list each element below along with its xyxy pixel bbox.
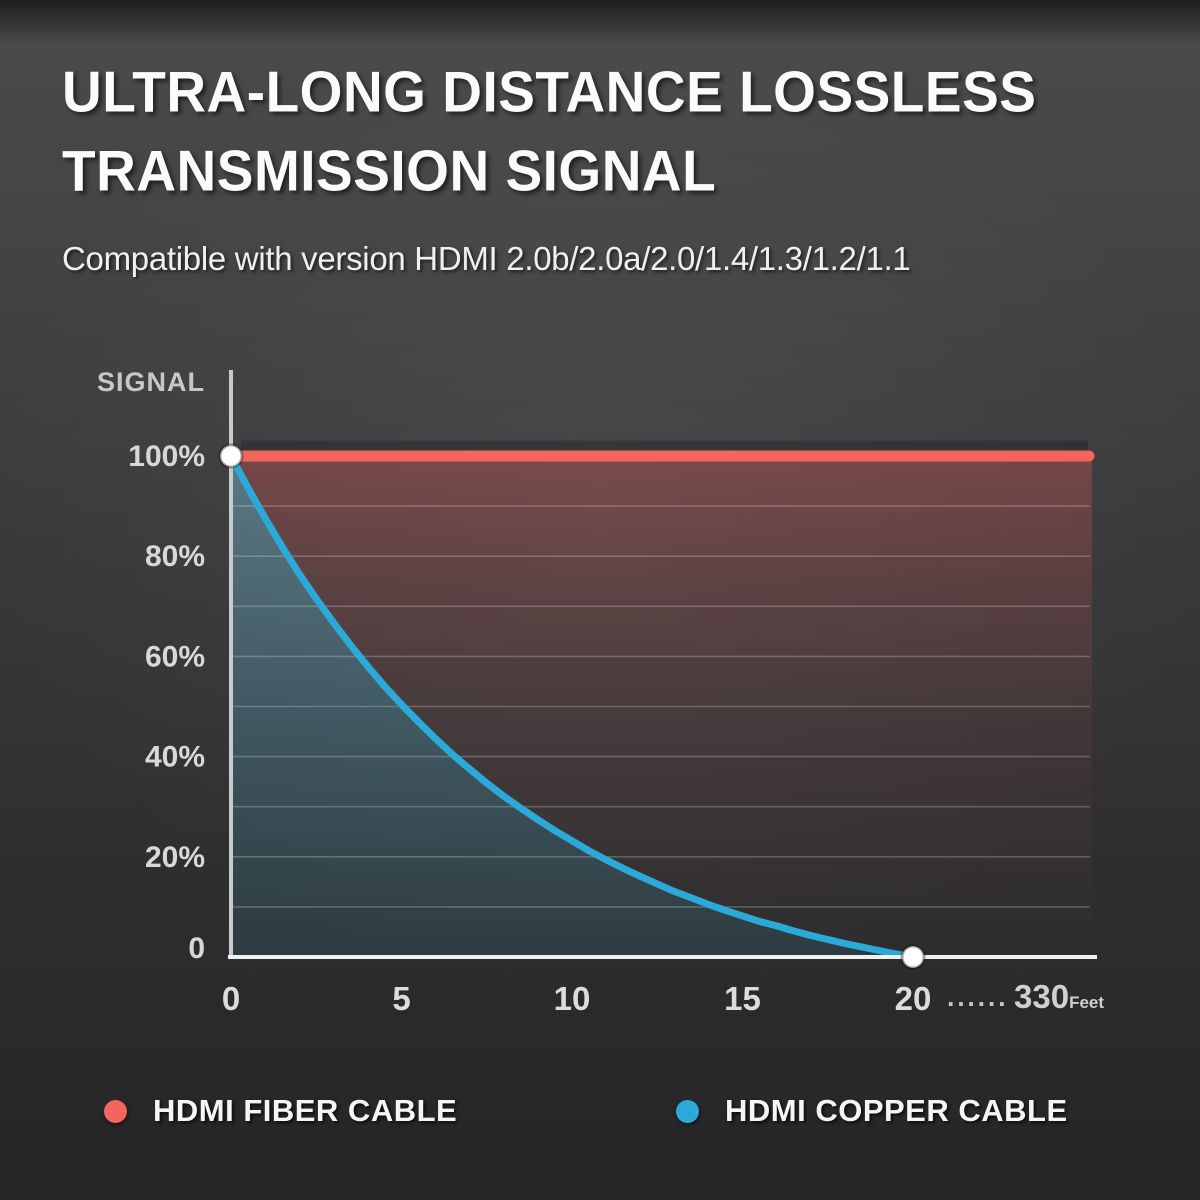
copper-legend-label: HDMI COPPER CABLE (725, 1093, 1068, 1128)
legend-item-fiber: HDMI FIBER CABLE (104, 1093, 457, 1129)
x-tick-label-15: 15 (724, 980, 761, 1017)
y-tick-label-60: 60% (145, 640, 205, 673)
x-ellipsis-label: ...... (947, 982, 1008, 1012)
page-title: ULTRA-LONG DISTANCE LOSSLESS TRANSMISSIO… (62, 52, 1036, 210)
copper-area-fill (231, 456, 913, 957)
y-axis-title: SIGNAL (97, 367, 205, 397)
data-point-marker-1 (900, 944, 926, 970)
y-tick-label-0: 0 (188, 932, 205, 965)
chart-legend: HDMI FIBER CABLE HDMI COPPER CABLE (0, 1093, 1200, 1139)
y-tick-label-80: 80% (145, 540, 205, 573)
x-tick-label-5: 5 (392, 980, 410, 1017)
x-tick-label-0: 0 (222, 980, 240, 1017)
title-line-1: ULTRA-LONG DISTANCE LOSSLESS (62, 59, 1037, 124)
y-tick-label-20: 20% (145, 841, 205, 874)
fiber-legend-dot-icon (104, 1099, 127, 1123)
copper-legend-dot-icon (676, 1099, 699, 1123)
legend-item-copper: HDMI COPPER CABLE (676, 1093, 1068, 1129)
fiber-legend-label: HDMI FIBER CABLE (153, 1093, 458, 1128)
x-tick-label-20: 20 (895, 980, 932, 1017)
data-point-marker-0 (218, 443, 244, 469)
y-tick-label-40: 40% (145, 741, 205, 774)
copper-signal-curve (227, 452, 917, 961)
compatibility-subtitle: Compatible with version HDMI 2.0b/2.0a/2… (62, 240, 911, 277)
x-max-distance-label: 330Feet (1014, 978, 1104, 1015)
y-tick-label-100: 100% (128, 440, 205, 473)
x-tick-label-10: 10 (554, 980, 591, 1017)
title-line-2: TRANSMISSION SIGNAL (62, 138, 717, 203)
